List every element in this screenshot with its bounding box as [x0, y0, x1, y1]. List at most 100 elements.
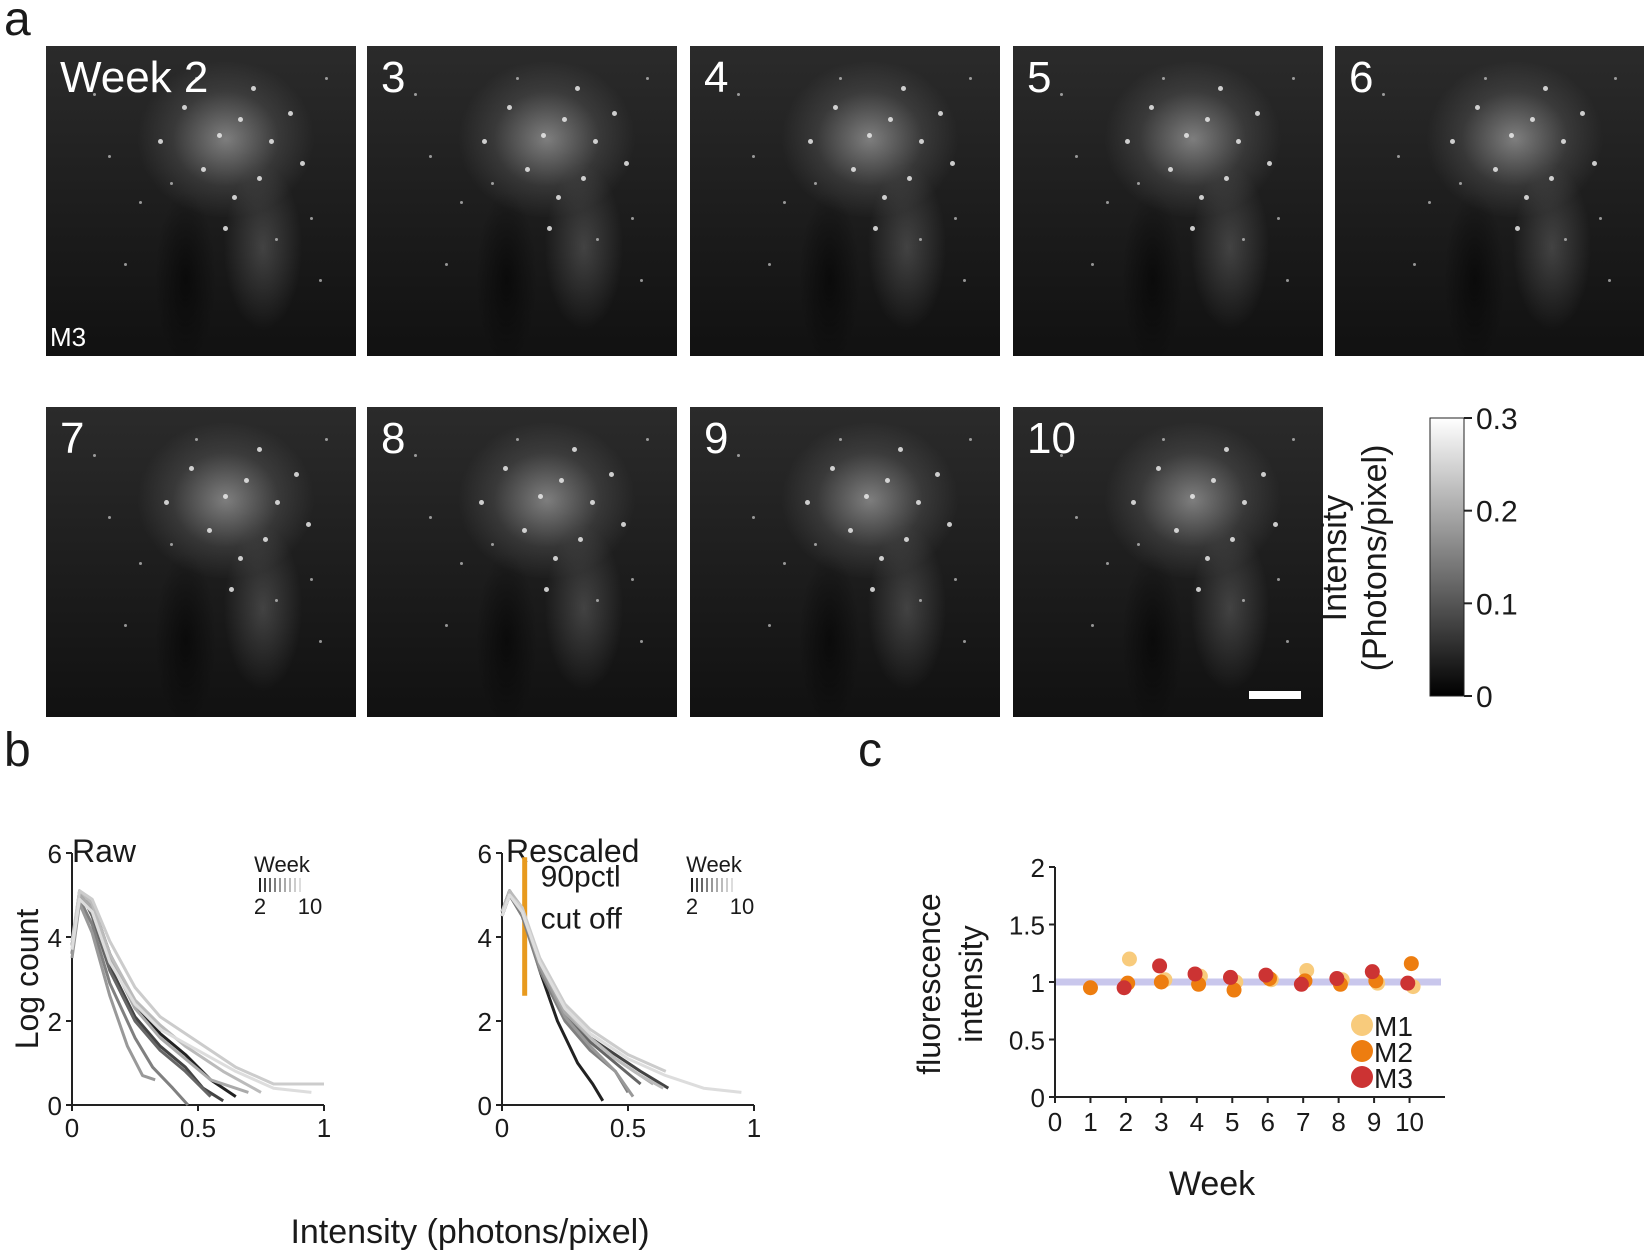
cell-speck [848, 527, 854, 533]
cell-speck [804, 500, 810, 505]
cell-speck [752, 515, 755, 519]
rescaled-histogram-chart: Rescaled 0 2 4 6 0 0.5 1 90pctl cut off Week 2 10 [478, 833, 762, 1143]
x-tick-label: 0 [495, 1113, 509, 1143]
cell-speck [783, 562, 786, 565]
cell-speck [947, 521, 953, 527]
cell-speck [413, 453, 417, 457]
cell-speck [537, 493, 543, 499]
cell-speck [1548, 176, 1554, 182]
cell-speck [123, 624, 127, 627]
cell-speck [188, 465, 194, 471]
cell-speck [869, 586, 875, 592]
cell-speck [639, 639, 643, 643]
cell-speck [1428, 201, 1431, 204]
raw-histogram-chart: Raw Log count 0 2 4 6 0 0.5 1 Week 2 10 [9, 833, 331, 1143]
cell-speck [256, 447, 262, 453]
y-tick-label: 4 [478, 923, 492, 953]
cell-speck [1090, 263, 1094, 266]
y-tick-label: 4 [48, 923, 62, 953]
tile-week-label: 9 [704, 414, 729, 463]
cell-speck [1561, 139, 1567, 144]
cell-speck [1223, 447, 1229, 453]
cell-speck [1292, 438, 1295, 441]
cell-speck [300, 160, 306, 166]
tile-week-label: 4 [704, 53, 729, 102]
cell-speck [1137, 543, 1140, 547]
cutoff-label-line1: 90pctl [541, 861, 621, 894]
colorbar-tick-label: 0.3 [1476, 403, 1518, 436]
cell-speck [1276, 216, 1280, 220]
cell-speck [580, 176, 586, 182]
cell-speck [919, 599, 923, 603]
scale-bar [1249, 691, 1301, 699]
cell-speck [546, 225, 552, 231]
data-point [1223, 969, 1238, 985]
data-point [1364, 964, 1380, 980]
cell-speck [515, 77, 519, 80]
cell-speck [157, 139, 163, 144]
cell-speck [907, 176, 912, 182]
cell-speck [962, 278, 966, 282]
cell-speck [1474, 104, 1480, 110]
cell-speck [596, 238, 600, 242]
cell-speck [1397, 154, 1400, 158]
cell-speck [207, 527, 213, 533]
tile-week-label: 6 [1349, 53, 1374, 102]
cell-speck [478, 500, 484, 505]
x-tick-label: 4 [1190, 1107, 1204, 1137]
y-tick-label: 6 [478, 839, 492, 869]
cell-speck [1189, 225, 1195, 231]
cell-speck [838, 438, 842, 441]
cell-speck [1242, 500, 1248, 505]
colorbar-label-line2: (Photons/pixel) [1356, 445, 1394, 672]
colorbar-tick-label: 0.1 [1476, 588, 1518, 621]
cell-speck [1607, 278, 1611, 282]
cell-speck [1514, 225, 1520, 231]
cell-speck [444, 624, 448, 627]
cell-speck [562, 117, 568, 123]
cell-speck [646, 438, 649, 441]
cell-speck [752, 154, 755, 158]
cell-speck [413, 92, 417, 96]
cell-speck [829, 465, 835, 471]
cell-speck [1174, 527, 1180, 533]
x-tick-label: 1 [747, 1113, 761, 1143]
cell-speck [574, 86, 580, 92]
cell-speck [863, 493, 869, 499]
cell-speck [1285, 278, 1289, 282]
cell-speck [872, 225, 878, 231]
cell-speck [611, 111, 617, 117]
cell-speck [1189, 493, 1195, 499]
microscopy-tile: 5 [1013, 46, 1323, 356]
data-point [1116, 980, 1132, 996]
cell-speck [1254, 111, 1260, 117]
cell-speck [621, 521, 627, 527]
cell-speck [1579, 111, 1585, 117]
tile-week-label: 5 [1027, 53, 1052, 102]
cell-speck [244, 478, 250, 484]
y-axis-label-line2: fluorescence [911, 893, 947, 1074]
x-tick-label: 1 [317, 1113, 331, 1143]
cell-speck [1292, 77, 1295, 80]
cell-speck [1106, 562, 1109, 565]
cell-speck [525, 166, 531, 172]
cell-speck [318, 639, 322, 643]
cell-speck [1168, 166, 1173, 172]
cell-speck [460, 562, 463, 565]
cell-speck [491, 182, 494, 186]
cell-speck [201, 166, 206, 172]
cell-speck [1075, 515, 1078, 519]
y-axis-label: Log count [9, 909, 45, 1050]
cell-speck [897, 447, 903, 453]
tile-week-label: Week 2 [60, 53, 209, 102]
cell-speck [194, 438, 198, 441]
cell-speck [1381, 92, 1385, 96]
cell-speck [543, 586, 549, 592]
cell-speck [866, 132, 872, 138]
cell-speck [630, 216, 634, 220]
legend-from-label: 2 [254, 894, 266, 919]
cell-speck [571, 447, 577, 453]
cell-speck [1090, 624, 1094, 627]
cell-speck [1199, 194, 1204, 200]
microscopy-tile: 9 [690, 407, 1000, 717]
